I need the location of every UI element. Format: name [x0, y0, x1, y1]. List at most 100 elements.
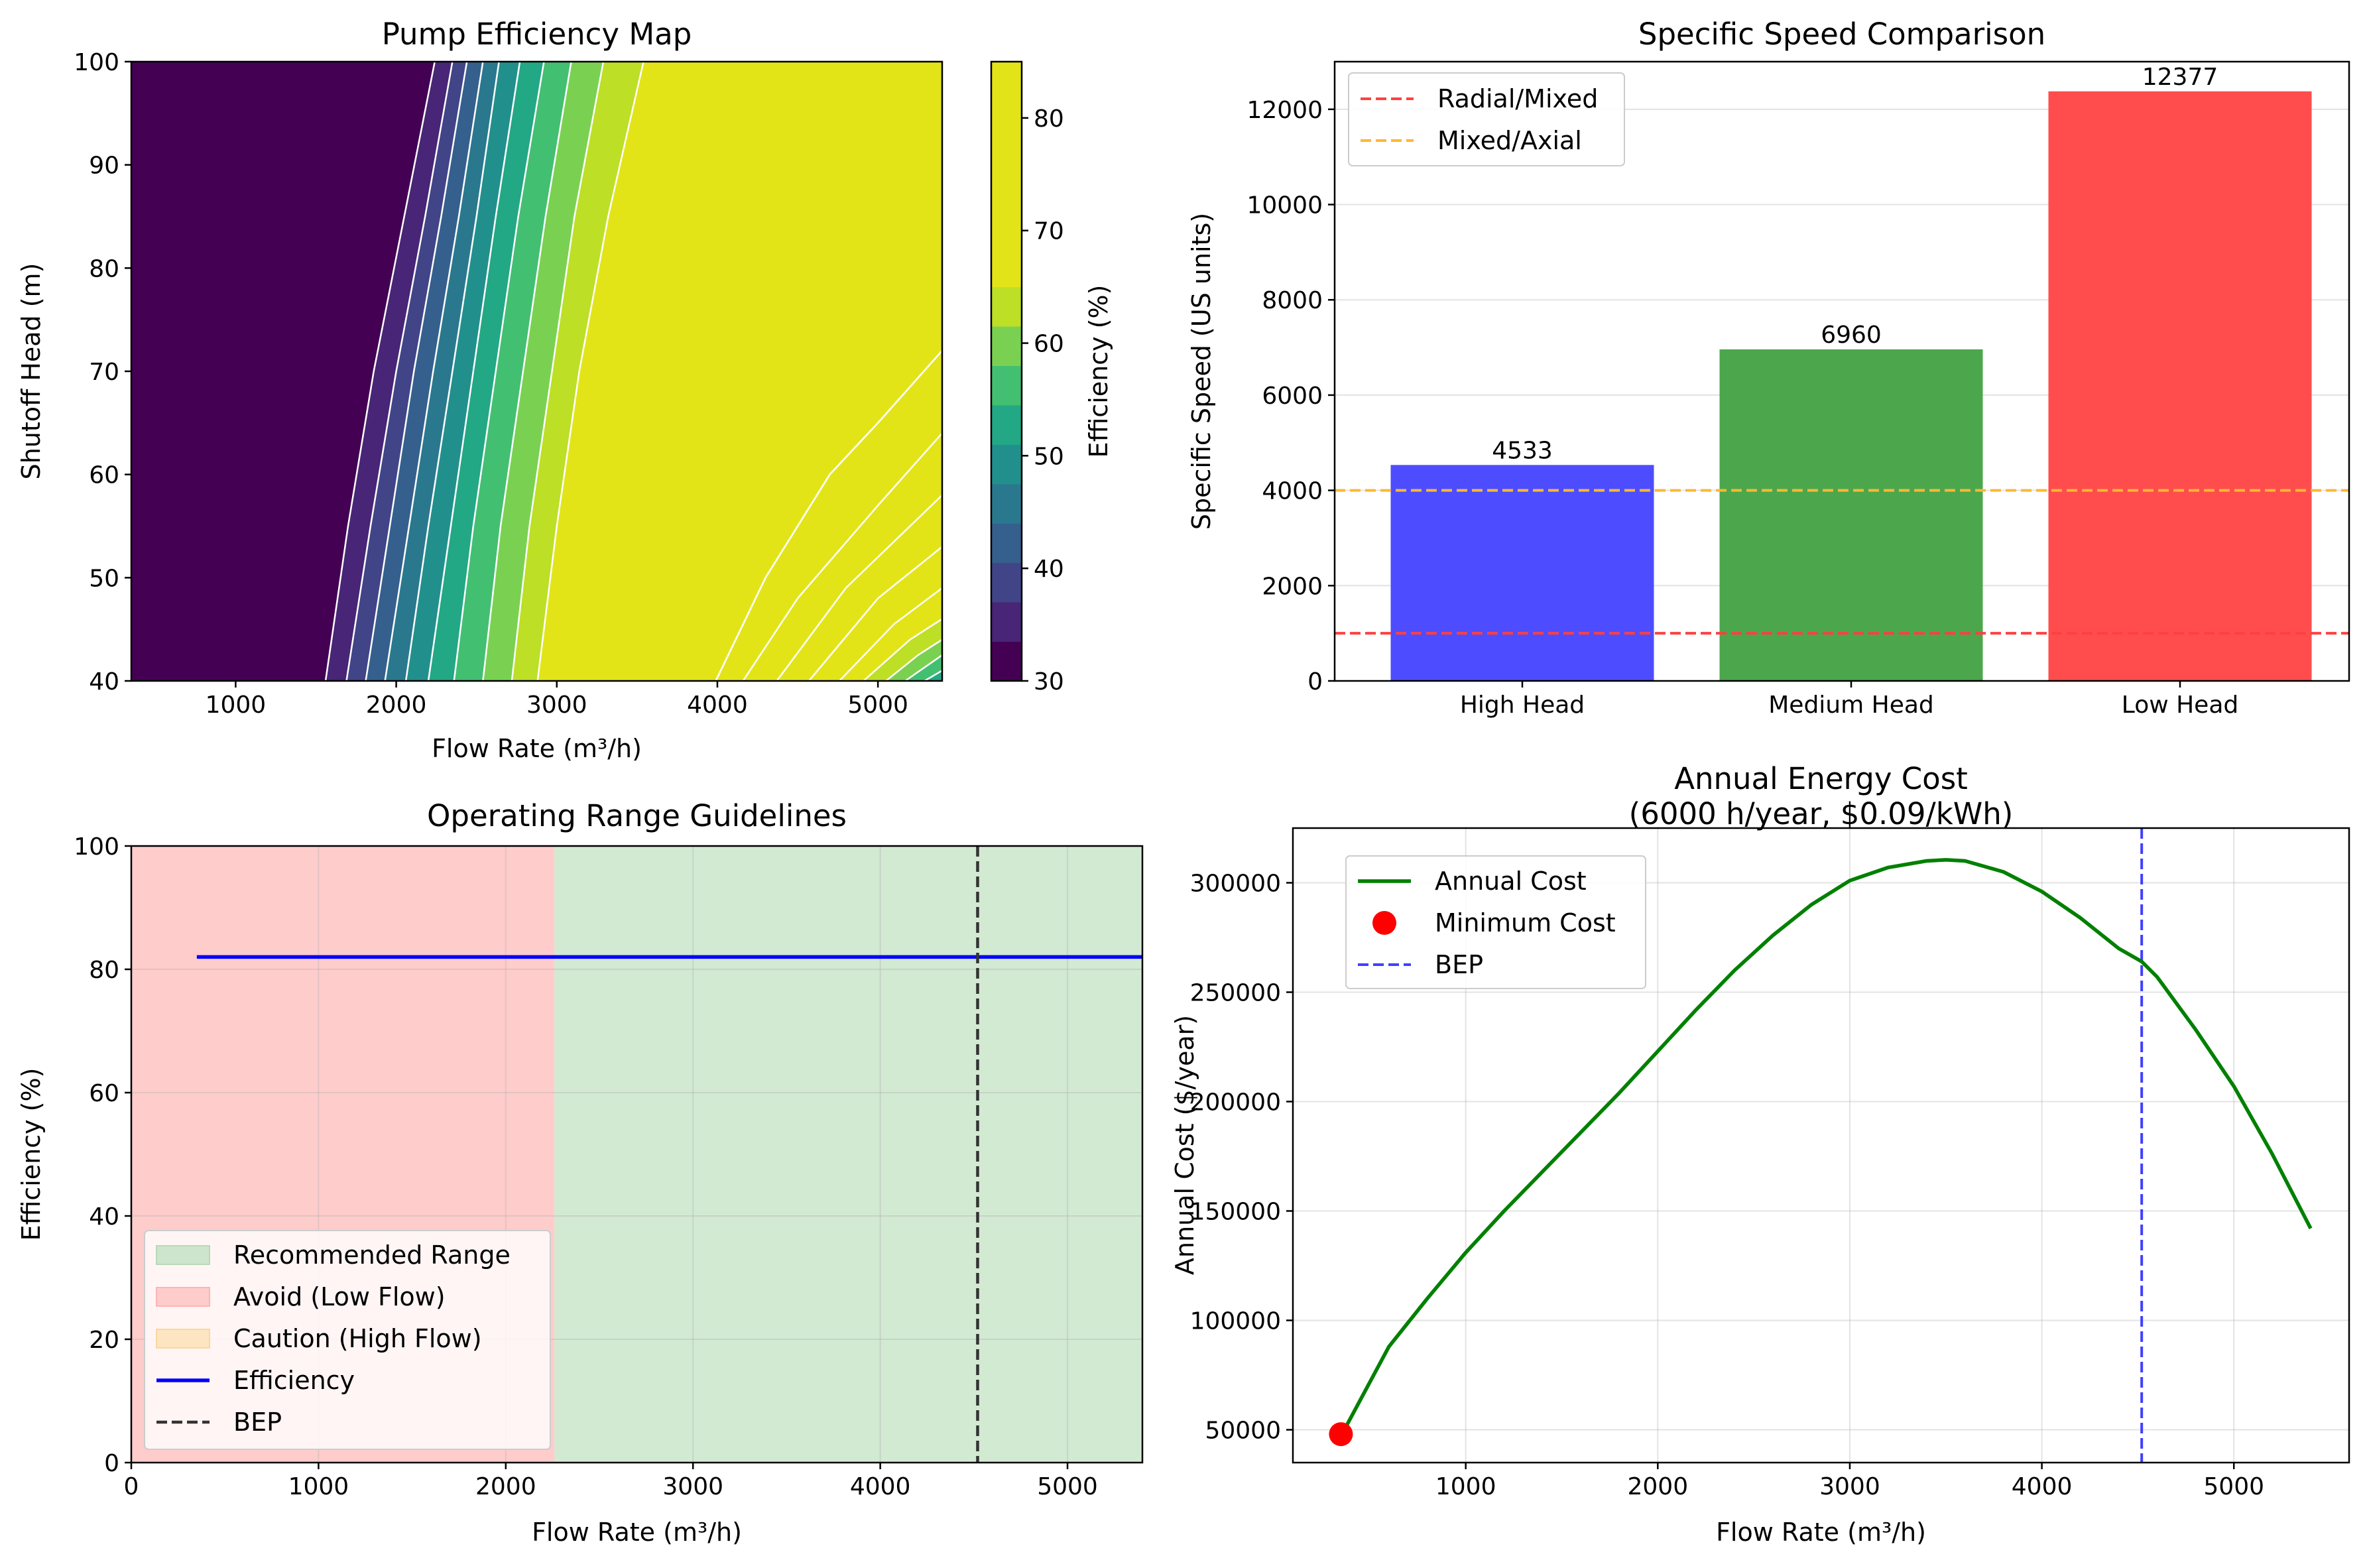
- x-tick-label: 1000: [1435, 1473, 1496, 1500]
- legend-label: BEP: [233, 1408, 282, 1437]
- y-tick-label: 250000: [1190, 980, 1281, 1007]
- y-tick-label: 100: [74, 833, 119, 861]
- y-tick-label: 2000: [1262, 573, 1323, 600]
- colorbar-swatch: [991, 483, 1022, 524]
- y-tick-label: 70: [89, 359, 119, 386]
- chart-title: Pump Efficiency Map: [382, 17, 692, 52]
- legend-swatch: [156, 1287, 210, 1307]
- x-tick-label: 2000: [366, 692, 427, 719]
- colorbar-swatch: [991, 404, 1022, 445]
- range-region: [554, 846, 1142, 1463]
- y-tick-label: 6000: [1262, 383, 1323, 410]
- contour-line: [345, 62, 454, 681]
- contour-line: [404, 62, 500, 681]
- x-tick-label: 3000: [662, 1473, 723, 1500]
- legend-label: Avoid (Low Flow): [233, 1282, 446, 1311]
- colorbar-swatch: [991, 602, 1022, 642]
- y-tick-label: 200000: [1190, 1089, 1281, 1116]
- colorbar-swatch: [991, 326, 1022, 367]
- y-axis-label: Specific Speed (US units): [1187, 213, 1216, 530]
- y-tick-label: 0: [1307, 668, 1323, 695]
- y-tick-label: 0: [104, 1450, 119, 1477]
- legend-swatch: [1372, 911, 1396, 935]
- legend-swatch: [156, 1245, 210, 1265]
- x-axis-label: Flow Rate (m³/h): [532, 1518, 742, 1547]
- y-tick-label: 40: [89, 1203, 119, 1231]
- colorbar-tick-label: 50: [1034, 443, 1064, 470]
- y-tick-label: 150000: [1190, 1199, 1281, 1226]
- x-tick-label: 3000: [526, 692, 587, 719]
- contour-line: [511, 62, 605, 681]
- legend: Recommended Range Avoid (Low Flow) Caution…: [144, 1230, 551, 1450]
- bar-value-label: 6960: [1821, 322, 1882, 349]
- chart-title: Annual Energy Cost: [1674, 761, 1968, 796]
- contour-line: [715, 350, 942, 681]
- colorbar-tick-label: 40: [1034, 556, 1064, 583]
- y-axis-label: Efficiency (%): [17, 1068, 46, 1241]
- x-tick-label: 5000: [1037, 1473, 1098, 1500]
- legend-label: Mixed/Axial: [1437, 126, 1582, 155]
- plot-frame: [1333, 60, 2350, 682]
- colorbar-swatch: [991, 129, 1022, 169]
- y-tick-label: 80: [89, 957, 119, 984]
- chart-title: Specific Speed Comparison: [1638, 17, 2045, 52]
- legend-box: [1345, 855, 1646, 989]
- colorbar-swatch: [991, 286, 1022, 327]
- y-tick-label: 10000: [1246, 192, 1323, 219]
- colorbar-tick-label: 80: [1034, 105, 1064, 133]
- colorbar-swatch: [991, 247, 1022, 288]
- x-axis-label: Flow Rate (m³/h): [1716, 1518, 1926, 1547]
- colorbar-frame: [990, 60, 1023, 682]
- contour-line: [427, 62, 521, 681]
- contour-line: [384, 62, 484, 681]
- contour-band: [131, 62, 435, 681]
- x-tick-label: 4000: [2012, 1473, 2073, 1500]
- contour-line: [904, 654, 942, 681]
- y-axis-label: Shutoff Head (m): [17, 263, 46, 480]
- x-tick-label: High Head: [1460, 692, 1585, 719]
- bar-value-label: 12377: [2142, 64, 2218, 91]
- y-tick-label: 90: [89, 152, 119, 180]
- x-tick-label: 4000: [850, 1473, 911, 1500]
- y-tick-label: 100: [74, 49, 119, 76]
- y-tick-label: 20: [89, 1327, 119, 1354]
- x-tick-label: 1000: [288, 1473, 349, 1500]
- contour-line: [885, 638, 942, 681]
- x-axis-label: Flow Rate (m³/h): [432, 734, 642, 763]
- contour-line: [742, 432, 942, 681]
- colorbar-swatch: [991, 208, 1022, 248]
- operating-range-chart: 0 1000 2000 3000 4000 5000 0 20 40 60 80 100 Operat…: [17, 798, 1144, 1547]
- legend-label: Caution (High Flow): [233, 1324, 482, 1353]
- bar: [1390, 465, 1654, 681]
- legend-label: BEP: [1435, 950, 1483, 979]
- chart-title: Operating Range Guidelines: [427, 798, 847, 833]
- legend: Radial/Mixed Mixed/Axial: [1348, 72, 1625, 166]
- x-tick-label: 5000: [847, 692, 908, 719]
- annual-cost-line: [1345, 858, 2313, 1427]
- y-tick-label: 60: [89, 1080, 119, 1107]
- contour-line: [924, 670, 942, 681]
- bar-value-label: 4533: [1492, 437, 1553, 464]
- plot-frame: [130, 845, 1144, 1464]
- colorbar-tick-label: 30: [1034, 668, 1064, 695]
- colorbar-label: Efficiency (%): [1084, 285, 1113, 458]
- y-tick-label: 300000: [1190, 871, 1281, 898]
- y-tick-label: 100000: [1190, 1308, 1281, 1335]
- x-tick-label: 4000: [687, 692, 748, 719]
- x-tick-label: 5000: [2203, 1473, 2264, 1500]
- specific-speed-chart: 4533 6960 12377 High Head Medium Head Low Hea…: [1187, 17, 2350, 719]
- legend-label: Radial/Mixed: [1437, 84, 1598, 113]
- y-tick-label: 50000: [1205, 1417, 1281, 1445]
- x-tick-label: Medium Head: [1768, 692, 1934, 719]
- legend-label: Efficiency: [233, 1366, 355, 1395]
- annual-energy-cost-chart: 1000 2000 3000 4000 5000 50000 100000 150000 200…: [1170, 761, 2350, 1547]
- contour-line: [808, 546, 942, 681]
- x-tick-label: Low Head: [2122, 692, 2238, 719]
- legend: Annual Cost Minimum Cost BEP: [1345, 855, 1646, 989]
- colorbar-swatch: [991, 90, 1022, 130]
- legend-label: Annual Cost: [1435, 867, 1587, 896]
- colorbar-swatch: [991, 562, 1022, 603]
- bar: [1719, 349, 1983, 681]
- colorbar-swatch: [991, 444, 1022, 485]
